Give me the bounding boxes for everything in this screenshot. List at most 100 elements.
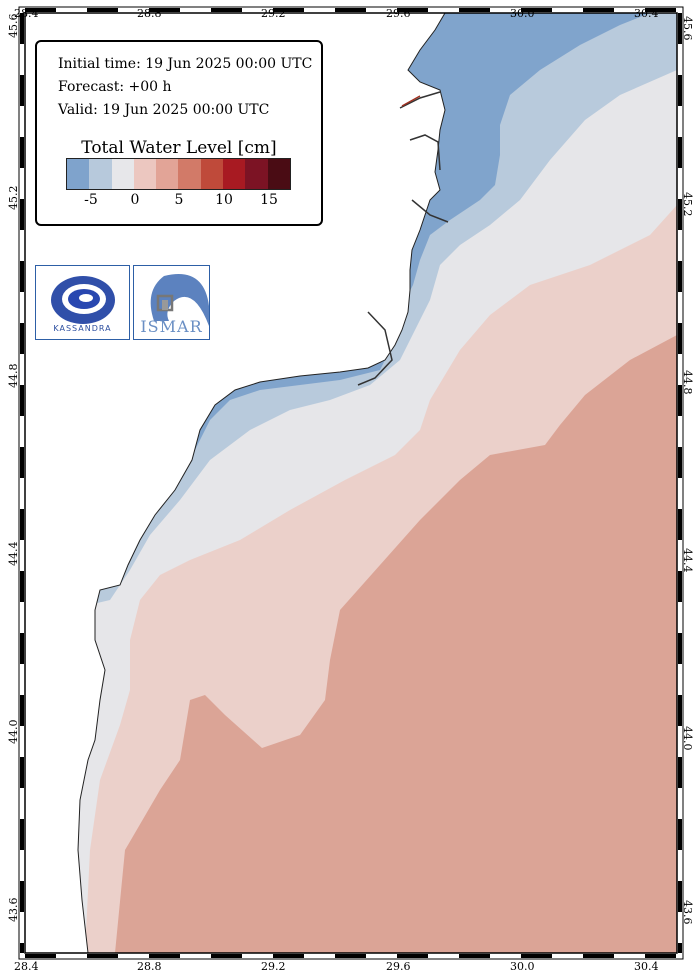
frame-tick bbox=[180, 954, 211, 958]
frame-tick bbox=[20, 261, 24, 292]
frame-tick bbox=[20, 168, 24, 199]
frame-tick bbox=[242, 954, 273, 958]
frame-tick bbox=[678, 44, 682, 75]
frame-tick bbox=[20, 199, 24, 230]
lon-label: 30.0 bbox=[510, 7, 535, 20]
frame-tick bbox=[678, 571, 682, 602]
frame-tick bbox=[20, 726, 24, 757]
frame-tick bbox=[20, 385, 24, 416]
frame-tick bbox=[20, 75, 24, 106]
colorbar-swatch bbox=[267, 159, 290, 189]
lat-label: 44.0 bbox=[681, 726, 694, 751]
frame-tick bbox=[149, 8, 180, 12]
frame-tick bbox=[678, 664, 682, 695]
lon-label: 29.2 bbox=[261, 960, 286, 973]
kassandra-logo: KASSANDRA bbox=[35, 265, 130, 340]
frame-tick bbox=[397, 954, 428, 958]
lon-labels-top: 28.4 28.8 29.2 29.6 30.0 30.4 bbox=[14, 7, 659, 20]
frame-tick bbox=[20, 106, 24, 137]
map-frame bbox=[18, 6, 684, 960]
frame-tick bbox=[180, 8, 211, 12]
info-legend-box: Initial time: 19 Jun 2025 00:00 UTC Fore… bbox=[35, 40, 323, 226]
frame-tick bbox=[678, 75, 682, 106]
lon-labels-bottom: 28.4 28.8 29.2 29.6 30.0 30.4 bbox=[14, 960, 659, 973]
lat-label: 45.2 bbox=[681, 192, 694, 217]
frame-tick bbox=[87, 8, 118, 12]
frame-tick bbox=[273, 954, 304, 958]
frame-tick bbox=[20, 633, 24, 664]
colorbar-swatch bbox=[223, 159, 246, 189]
frame-tick bbox=[459, 8, 490, 12]
frame-tick bbox=[678, 13, 682, 44]
frame-tick bbox=[20, 850, 24, 881]
frame-tick bbox=[397, 8, 428, 12]
frame-tick bbox=[645, 954, 676, 958]
frame-tick bbox=[678, 633, 682, 664]
lon-label: 28.8 bbox=[137, 7, 162, 20]
lat-label: 44.4 bbox=[7, 542, 20, 567]
lat-label: 43.6 bbox=[681, 900, 694, 925]
initial-time-text: Initial time: 19 Jun 2025 00:00 UTC bbox=[58, 56, 313, 72]
frame-tick bbox=[20, 44, 24, 75]
frame-tick bbox=[678, 943, 682, 953]
frame-tick bbox=[678, 695, 682, 726]
frame-tick bbox=[20, 788, 24, 819]
frame-tick bbox=[678, 540, 682, 571]
frame-tick bbox=[304, 8, 335, 12]
frame-tick bbox=[20, 912, 24, 943]
frame-tick bbox=[149, 954, 180, 958]
frame-tick bbox=[552, 954, 583, 958]
frame-tick bbox=[118, 8, 149, 12]
frame-tick bbox=[242, 8, 273, 12]
frame-ticks bbox=[20, 8, 682, 958]
frame-tick bbox=[678, 788, 682, 819]
frame-tick bbox=[20, 354, 24, 385]
frame-tick bbox=[678, 447, 682, 478]
frame-tick bbox=[211, 8, 242, 12]
frame-tick bbox=[678, 137, 682, 168]
colorbar-swatch bbox=[245, 159, 268, 189]
frame-tick bbox=[335, 954, 366, 958]
ismar-wave-icon bbox=[150, 274, 209, 326]
lon-label: 28.4 bbox=[14, 7, 39, 20]
frame-tick bbox=[678, 292, 682, 323]
lat-label: 44.0 bbox=[7, 720, 20, 745]
frame-tick bbox=[87, 954, 118, 958]
frame-tick bbox=[583, 8, 614, 12]
colorbar-label: 5 bbox=[174, 192, 184, 208]
frame-tick bbox=[20, 292, 24, 323]
colorbar bbox=[66, 158, 291, 190]
colorbar-swatch bbox=[156, 159, 179, 189]
frame-tick bbox=[521, 954, 552, 958]
colorbar-swatch bbox=[200, 159, 224, 189]
colorbar-label: -5 bbox=[84, 192, 98, 208]
danube-channel-2 bbox=[409, 134, 441, 171]
danube-channel-3 bbox=[411, 199, 449, 223]
lon-label: 29.2 bbox=[261, 7, 286, 20]
kassandra-logo-text: KASSANDRA bbox=[53, 324, 112, 333]
frame-tick bbox=[678, 106, 682, 137]
frame-tick bbox=[20, 695, 24, 726]
frame-tick bbox=[490, 954, 521, 958]
frame-tick bbox=[20, 819, 24, 850]
frame-tick bbox=[20, 447, 24, 478]
frame-tick bbox=[614, 954, 645, 958]
frame-tick bbox=[678, 199, 682, 230]
frame-tick bbox=[20, 416, 24, 447]
frame-tick bbox=[678, 819, 682, 850]
colorbar-swatch bbox=[89, 159, 112, 189]
frame-tick bbox=[678, 602, 682, 633]
lon-label: 30.4 bbox=[634, 7, 659, 20]
frame-tick bbox=[678, 323, 682, 354]
frame-tick bbox=[25, 954, 56, 958]
frame-tick bbox=[678, 509, 682, 540]
frame-tick bbox=[20, 509, 24, 540]
frame-tick bbox=[521, 8, 552, 12]
lat-label: 44.8 bbox=[7, 364, 20, 389]
lat-label: 45.2 bbox=[7, 186, 20, 211]
frame-tick bbox=[304, 954, 335, 958]
frame-tick bbox=[678, 757, 682, 788]
ismar-logo-text: ISMAR bbox=[140, 317, 203, 336]
frame-tick bbox=[20, 602, 24, 633]
colorbar-label: 15 bbox=[260, 192, 278, 208]
